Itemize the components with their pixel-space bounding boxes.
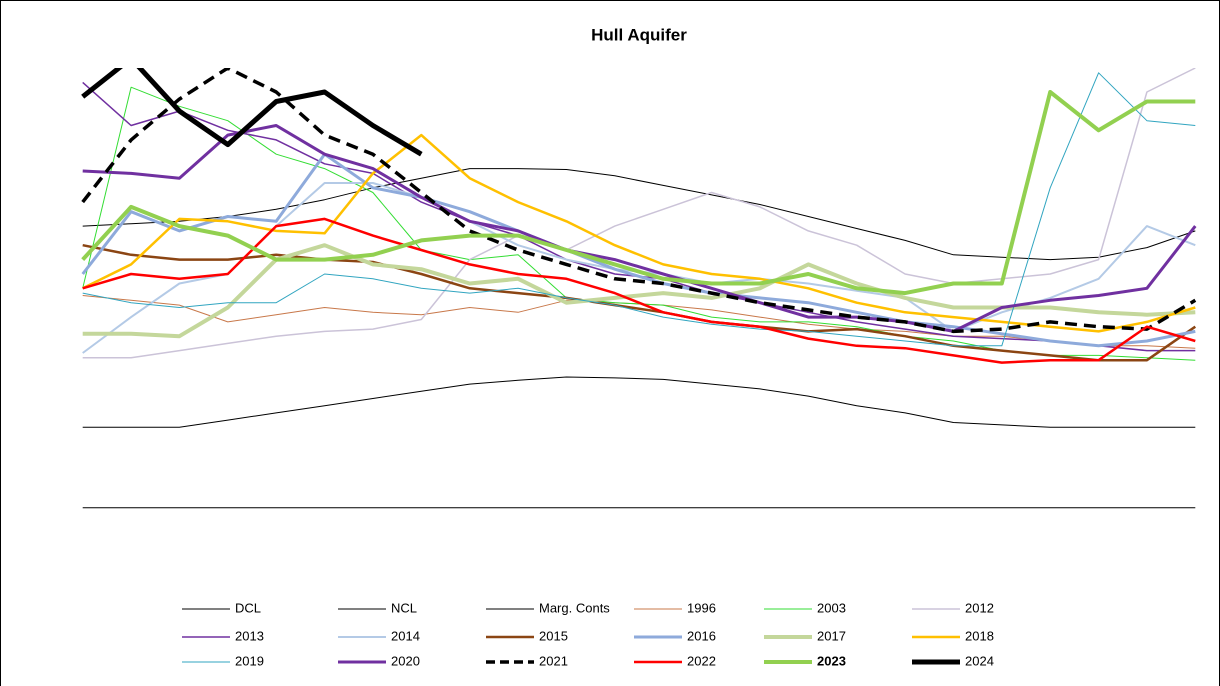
- series-line: [81, 68, 1197, 334]
- legend-label: 2023: [817, 653, 846, 668]
- series-line: [81, 90, 1196, 296]
- legend-label: 2017: [817, 628, 846, 643]
- legend-label: Marg. Conts: [539, 600, 610, 615]
- legend-label: 2024: [965, 653, 994, 668]
- legend-label: 2021: [539, 653, 568, 668]
- legend-label: 2020: [391, 653, 420, 668]
- legend-label: 2013: [235, 628, 264, 643]
- legend-label: 2012: [965, 600, 994, 615]
- series-line: [81, 152, 1196, 348]
- series-line: [82, 68, 1196, 359]
- series-line: [82, 133, 1196, 333]
- legend-label: DCL: [235, 600, 261, 615]
- legend-label: 2019: [235, 653, 264, 668]
- legend-label: 1996: [687, 600, 716, 615]
- series-line: [82, 124, 1197, 333]
- series-line: [82, 376, 1196, 428]
- legend-label: 2003: [817, 600, 846, 615]
- legend-label: 2014: [391, 628, 420, 643]
- chart-title: Hull Aquifer: [591, 25, 687, 44]
- legend-label: NCL: [391, 600, 417, 615]
- legend-label: 2015: [539, 628, 568, 643]
- legend-label: 2018: [965, 628, 994, 643]
- legend-label: 2016: [687, 628, 716, 643]
- series-line: [81, 68, 423, 157]
- legend-label: 2022: [687, 653, 716, 668]
- series-line: [82, 72, 1196, 347]
- series-line: [82, 217, 1196, 364]
